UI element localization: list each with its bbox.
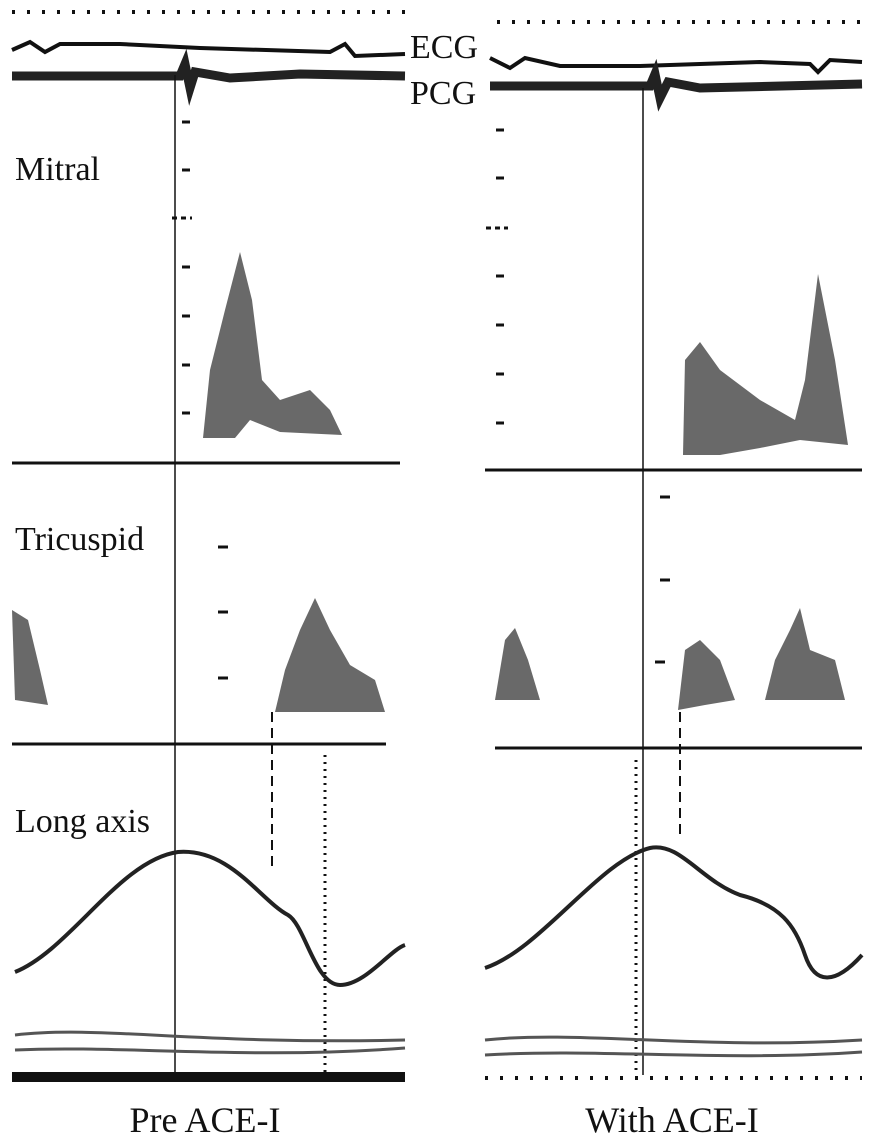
velocity-ticks — [172, 120, 192, 415]
velocity-ticks — [655, 495, 670, 664]
time-bar — [12, 1072, 405, 1082]
tricuspid-doppler — [765, 608, 845, 700]
row-label: Tricuspid — [15, 521, 144, 558]
left-panel — [11, 10, 406, 1082]
tricuspid-doppler — [678, 640, 735, 710]
row-label: Long axis — [15, 803, 150, 840]
right-panel — [484, 20, 864, 1080]
velocity-ticks — [486, 128, 508, 425]
row-label: Mitral — [15, 151, 100, 188]
tricuspid-doppler — [12, 610, 48, 705]
mitral-doppler — [683, 274, 848, 455]
trace-label: PCG — [410, 75, 476, 112]
velocity-ticks — [218, 545, 228, 680]
pcg-trace — [490, 58, 863, 112]
ecg-trace — [489, 55, 863, 75]
mmode-texture — [484, 1035, 863, 1058]
tricuspid-doppler — [495, 628, 540, 700]
long-axis-mmode — [14, 849, 406, 988]
caption: Pre ACE-I — [130, 1100, 281, 1140]
tricuspid-doppler — [275, 598, 385, 712]
long-axis-mmode — [484, 845, 864, 980]
ecg-trace — [11, 39, 406, 59]
pcg-trace — [12, 48, 406, 106]
mitral-doppler — [203, 252, 342, 438]
caption: With ACE-I — [585, 1100, 759, 1140]
mmode-texture — [14, 1030, 406, 1055]
trace-label: ECG — [410, 29, 478, 66]
